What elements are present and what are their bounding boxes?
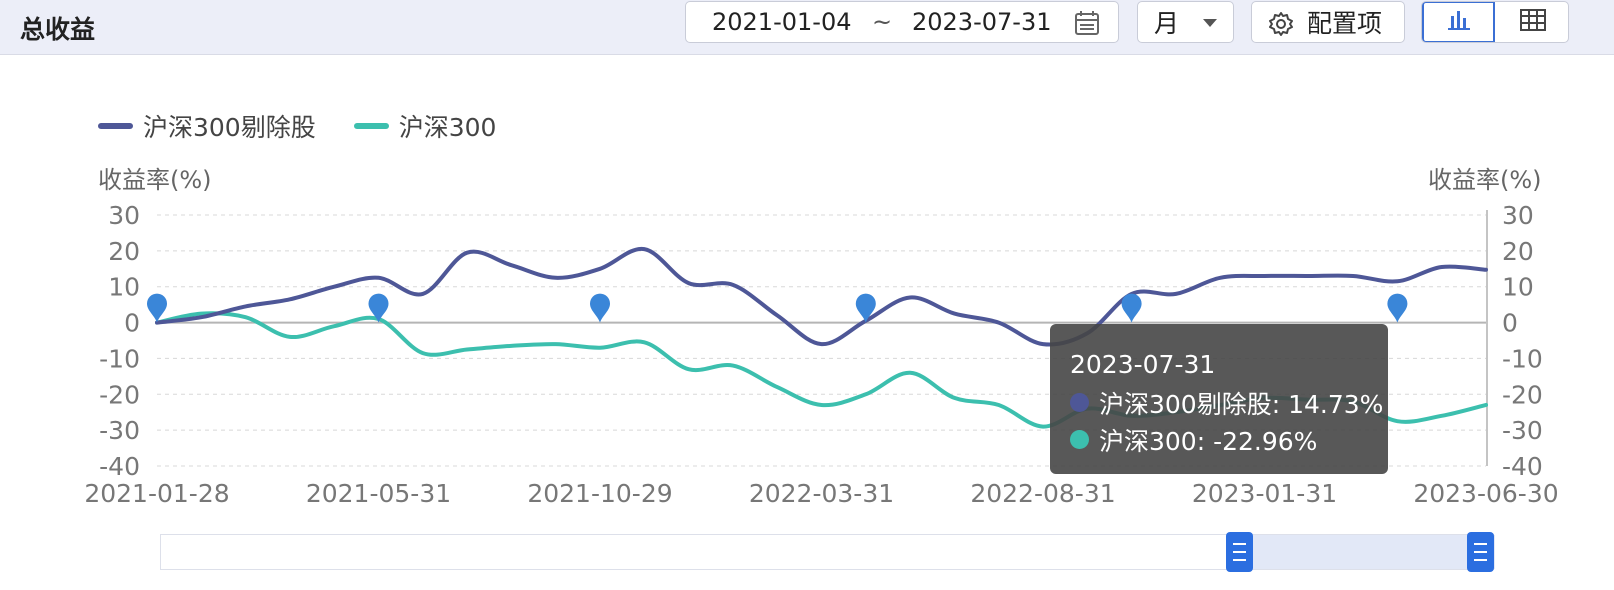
y-tick-label-left: 30 xyxy=(108,201,140,230)
map-pin-icon xyxy=(590,293,610,323)
tooltip-dot xyxy=(1070,430,1089,449)
date-range-picker[interactable]: 2021-01-04 ~ 2023-07-31 xyxy=(685,1,1119,43)
x-tick-label: 2021-01-28 xyxy=(84,479,229,508)
legend-label: 沪深300剔除股 xyxy=(143,113,316,142)
y-tick-label-right: 30 xyxy=(1502,201,1534,230)
map-pin-icon xyxy=(368,293,389,323)
y-tick-label-left: 20 xyxy=(108,237,140,266)
config-button[interactable]: 配置项 xyxy=(1251,1,1405,43)
y-tick-label-left: -40 xyxy=(99,452,140,481)
y-tick-label-right: -40 xyxy=(1502,452,1543,481)
tooltip-value: 沪深300剔除股: 14.73% xyxy=(1099,389,1384,419)
tooltip-row-series1: 沪深300剔除股: 14.73% xyxy=(1070,384,1388,421)
chart-legend: 沪深300剔除股 沪深300 xyxy=(98,108,534,144)
y-tick-label-left: -10 xyxy=(99,344,140,373)
date-end[interactable]: 2023-07-31 xyxy=(912,8,1052,36)
y-tick-label-left: -30 xyxy=(99,416,140,445)
y-tick-label-left: 0 xyxy=(124,309,140,338)
tooltip-value: 沪深300: -22.96% xyxy=(1099,426,1318,456)
x-tick-label: 2023-01-31 xyxy=(1192,479,1337,508)
y-tick-label-right: 20 xyxy=(1502,237,1534,266)
y-tick-label-left: 10 xyxy=(108,273,140,302)
period-select[interactable]: 月 xyxy=(1137,1,1234,43)
x-tick-label: 2022-03-31 xyxy=(749,479,894,508)
chart-tooltip: 2023-07-31 沪深300剔除股: 14.73% 沪深300: -22.9… xyxy=(1050,324,1388,474)
map-pin-icon xyxy=(855,293,876,323)
legend-item-series2[interactable]: 沪深300 xyxy=(353,108,497,144)
zoom-selection[interactable] xyxy=(1239,535,1495,569)
y-tick-label-left: -20 xyxy=(99,380,140,409)
y-axis-title-left: 收益率(%) xyxy=(98,166,212,194)
chevron-down-icon xyxy=(1203,19,1217,27)
date-separator: ~ xyxy=(872,8,893,36)
bar-chart-icon xyxy=(1446,8,1472,36)
zoom-handle-left[interactable] xyxy=(1226,532,1253,572)
x-tick-label: 2021-10-29 xyxy=(527,479,672,508)
map-pin-icon xyxy=(147,293,167,323)
legend-swatch xyxy=(353,123,389,129)
data-zoom-slider[interactable] xyxy=(160,532,1495,572)
legend-swatch xyxy=(98,123,133,129)
bar-view-button[interactable] xyxy=(1422,2,1495,42)
tooltip-dot xyxy=(1070,393,1089,412)
calendar-icon[interactable] xyxy=(1074,10,1100,42)
y-tick-label-right: -10 xyxy=(1502,344,1543,373)
y-tick-label-right: -30 xyxy=(1502,416,1543,445)
gear-icon xyxy=(1268,11,1294,43)
y-axis-title-right: 收益率(%) xyxy=(1428,166,1542,194)
view-toggle xyxy=(1421,1,1569,43)
period-value: 月 xyxy=(1154,9,1180,38)
y-tick-label-right: 0 xyxy=(1502,309,1518,338)
toolbar: 总收益 2021-01-04 ~ 2023-07-31 月 配置项 xyxy=(0,0,1614,55)
y-tick-label-right: -20 xyxy=(1502,380,1543,409)
date-start[interactable]: 2021-01-04 xyxy=(712,8,852,36)
x-tick-label: 2023-06-30 xyxy=(1413,479,1558,508)
x-tick-label: 2022-08-31 xyxy=(970,479,1115,508)
tooltip-row-series2: 沪深300: -22.96% xyxy=(1070,421,1388,458)
legend-item-series1[interactable]: 沪深300剔除股 xyxy=(98,108,316,144)
x-tick-label: 2021-05-31 xyxy=(306,479,451,508)
legend-label: 沪深300 xyxy=(398,113,497,142)
table-icon xyxy=(1519,8,1547,36)
y-tick-label-right: 10 xyxy=(1502,273,1534,302)
series-line-1 xyxy=(155,247,1488,347)
zoom-handle-right[interactable] xyxy=(1467,532,1494,572)
map-pin-icon xyxy=(1121,293,1142,323)
config-label: 配置项 xyxy=(1307,9,1383,38)
tooltip-date: 2023-07-31 xyxy=(1070,349,1216,379)
map-pin-icon xyxy=(1387,293,1408,323)
table-view-button[interactable] xyxy=(1496,2,1568,42)
page-title: 总收益 xyxy=(20,15,96,44)
